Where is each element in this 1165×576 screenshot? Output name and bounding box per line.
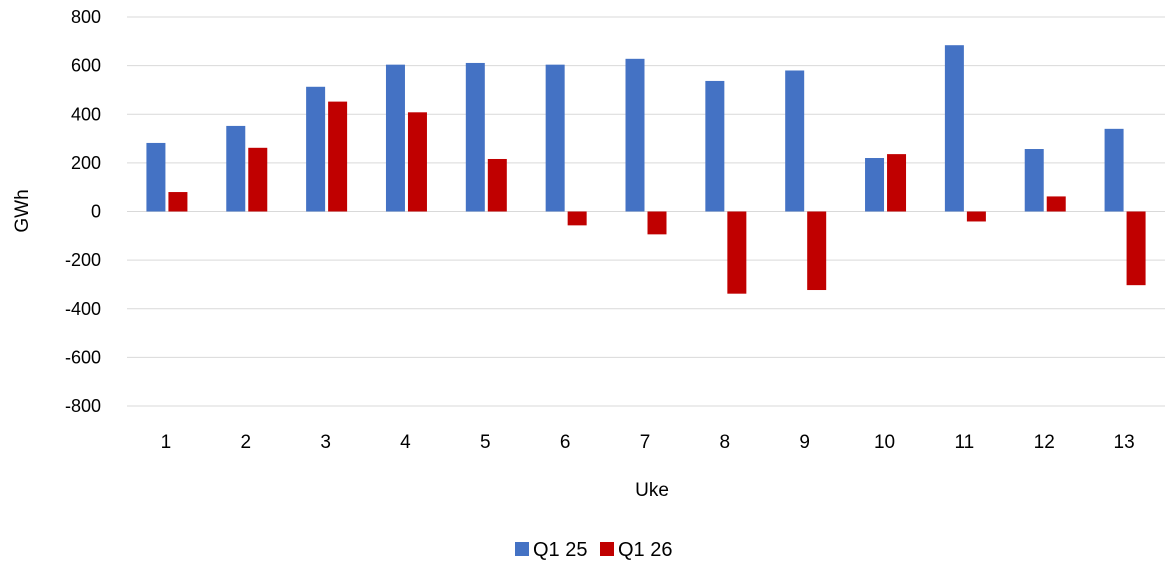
x-tick-label: 5 [480, 432, 491, 453]
y-tick-label: -200 [65, 250, 101, 270]
bar-series2-week-10 [887, 154, 907, 212]
x-tick-label: 7 [640, 432, 651, 453]
x-tick-label: 8 [720, 432, 731, 453]
bar-series2-week-13 [1126, 211, 1146, 286]
bar-series2-week-3 [328, 101, 348, 212]
bar-series2-week-8 [727, 211, 747, 294]
x-tick-label: 1 [161, 432, 172, 453]
x-tick-label: 9 [799, 432, 810, 453]
y-tick-label: -800 [65, 396, 101, 416]
bar-series2-week-6 [567, 211, 587, 226]
x-tick-label: 10 [874, 432, 895, 453]
bar-series1-week-12 [1024, 149, 1044, 212]
bar-series1-week-8 [705, 80, 725, 212]
x-tick-label: 11 [955, 432, 975, 453]
legend-swatch-series2 [600, 542, 614, 556]
bar-series1-week-7 [625, 58, 645, 212]
y-tick-label: 400 [71, 104, 101, 124]
bar-series1-week-3 [306, 86, 326, 212]
legend-label-series2: Q1 26 [618, 539, 672, 561]
x-tick-label: 6 [560, 432, 571, 453]
bar-series2-week-5 [487, 158, 507, 212]
bar-series1-week-11 [944, 45, 964, 212]
legend-swatch-series1 [515, 542, 529, 556]
bar-series2-week-1 [168, 192, 188, 212]
bar-series1-week-10 [865, 158, 885, 212]
x-axis-ticks: 1 2 3 4 5 6 7 8 9 10 11 12 13 [161, 432, 1135, 453]
legend-label-series1: Q1 25 [533, 539, 587, 561]
bar-series2-week-11 [966, 211, 986, 222]
bar-series1-week-9 [785, 70, 805, 212]
y-tick-label: -400 [65, 299, 101, 319]
bar-series2-week-7 [647, 211, 667, 235]
x-tick-label: 13 [1114, 432, 1135, 453]
bar-series1-week-6 [545, 64, 565, 212]
bar-series2-week-4 [407, 112, 427, 212]
x-tick-label: 3 [320, 432, 331, 453]
y-tick-label: -600 [65, 347, 101, 367]
bar-series2-week-12 [1046, 196, 1066, 212]
y-tick-label: 200 [71, 153, 101, 173]
y-tick-label: 600 [71, 56, 101, 76]
bar-series1-week-13 [1104, 128, 1124, 212]
bar-series1-week-2 [226, 125, 246, 212]
bar-series1-week-1 [146, 142, 166, 212]
y-axis-title: GWh [12, 189, 33, 232]
bar-series1-week-4 [385, 64, 405, 212]
y-tick-label: 0 [91, 202, 101, 222]
x-tick-label: 4 [400, 432, 411, 453]
y-axis-ticks: 800 600 400 200 0 -200 -400 -600 -800 [65, 7, 101, 416]
x-tick-label: 12 [1034, 432, 1055, 453]
bar-series2-week-2 [248, 147, 268, 212]
bars [146, 45, 1146, 294]
x-tick-label: 2 [240, 432, 251, 453]
x-axis-title: Uke [635, 480, 669, 501]
gridlines [127, 16, 1165, 407]
legend: Q1 25 Q1 26 [515, 539, 672, 561]
y-tick-label: 800 [71, 7, 101, 27]
bar-series2-week-9 [807, 211, 827, 291]
bar-series1-week-5 [465, 62, 485, 212]
